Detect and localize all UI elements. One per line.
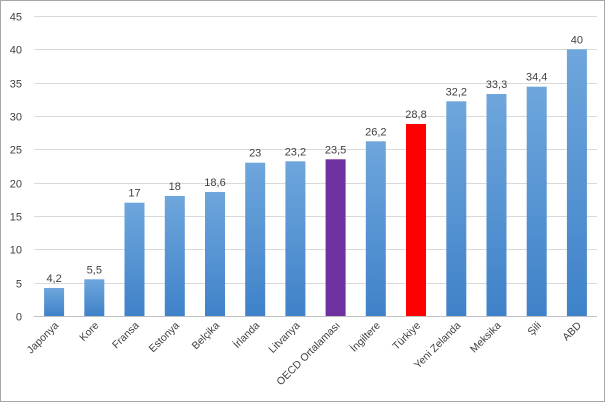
bar-fransa [124, 202, 145, 316]
bar-litvanya [285, 161, 306, 316]
data-label: 33,3 [486, 79, 507, 91]
x-category-label: Fransa [110, 320, 142, 352]
bar-i̇rlanda [245, 162, 266, 316]
x-category-label: ABD [560, 319, 584, 343]
data-label: 26,2 [365, 126, 386, 138]
y-tick-label: 45 [10, 12, 22, 24]
bar-türkiye [406, 124, 426, 316]
data-label: 40 [571, 34, 583, 46]
bar-oecd-ortalaması [325, 159, 346, 316]
bar-belçika [205, 192, 225, 316]
data-label: 28,8 [405, 109, 426, 121]
bar-estonya [164, 196, 185, 316]
bar-abd [566, 49, 587, 317]
data-labels: 4,2 5,5 17 18 18,6 23 23,2 23,5 26,2 28,8 32,2 33,3… [46, 34, 583, 285]
x-category-label: Türkiye [390, 320, 423, 353]
y-tick-label: 30 [10, 112, 22, 124]
data-label: 23 [249, 148, 261, 160]
x-category-label: Belçika [190, 320, 223, 353]
x-category-label: İngiltere [347, 319, 383, 355]
data-label: 5,5 [87, 264, 102, 276]
y-tick-label: 10 [10, 245, 22, 257]
data-label: 32,2 [446, 86, 467, 98]
data-label: 4,2 [46, 273, 61, 285]
bar-şili [526, 86, 547, 316]
bar-japonya [44, 288, 65, 316]
bar-meksika [486, 94, 507, 316]
bars [44, 49, 587, 317]
y-tick-label: 15 [10, 212, 22, 224]
y-tick-label: 25 [10, 145, 22, 157]
y-tick-label: 40 [10, 45, 22, 57]
data-label: 18 [169, 181, 181, 193]
y-tick-label: 35 [10, 79, 22, 91]
data-label: 18,6 [204, 177, 225, 189]
y-tick-label: 5 [16, 279, 22, 291]
data-label: 23,5 [325, 144, 346, 156]
x-category-label: Kore [77, 320, 101, 344]
bar-i̇ngiltere [365, 141, 386, 316]
gridlines [34, 16, 597, 317]
y-tick-label: 0 [16, 312, 22, 324]
bar-kore [84, 279, 105, 316]
data-label: 17 [128, 188, 140, 200]
x-category-label: Japonya [25, 320, 62, 357]
y-axis-tick-labels: 0 5 10 15 20 25 30 35 40 45 [10, 12, 22, 324]
x-axis-category-labels: Japonya Kore Fransa Estonya Belçika İrlanda Li… [25, 319, 585, 388]
x-category-label: Meksika [468, 320, 504, 356]
x-category-label: Şili [525, 320, 543, 338]
x-category-label: İrlanda [230, 319, 262, 351]
data-label: 34,4 [526, 72, 547, 84]
x-category-label: Estonya [147, 320, 182, 355]
y-tick-label: 20 [10, 179, 22, 191]
bar-yeni-zelanda [446, 101, 467, 316]
x-category-label: Litvanya [266, 320, 302, 356]
data-label: 23,2 [285, 146, 306, 158]
